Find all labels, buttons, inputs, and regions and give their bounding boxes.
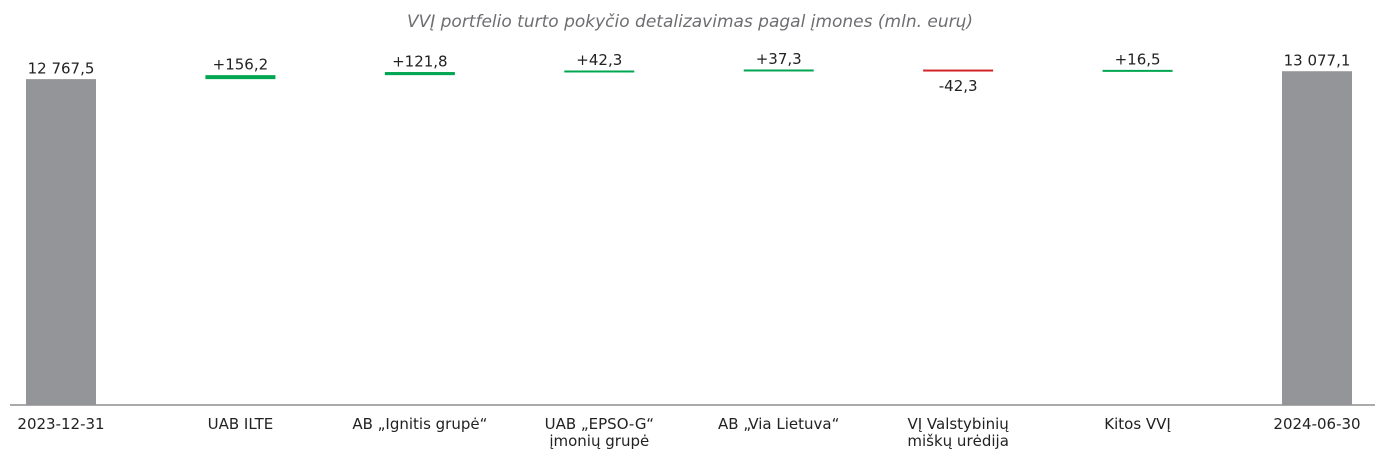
bar (1102, 69, 1173, 72)
x-tick-label: Kitos VVĮ (1104, 415, 1171, 433)
bar (923, 69, 994, 72)
bar (205, 75, 276, 80)
value-label: -42,3 (939, 77, 978, 95)
bar (26, 79, 96, 405)
value-label: 13 077,1 (1284, 52, 1351, 70)
value-label: +156,2 (213, 56, 269, 74)
value-label: +37,3 (756, 50, 802, 68)
bar (743, 69, 814, 72)
x-tick-label: AB „Ignitis grupė“ (352, 415, 488, 433)
chart-title: VVĮ portfelio turto pokyčio detalizavima… (407, 12, 973, 32)
x-tick-label: AB „Via Lietuva“ (718, 415, 840, 433)
x-tick-label: 2024-06-30 (1273, 415, 1361, 433)
x-tick-label: 2023-12-31 (17, 415, 105, 433)
bar (384, 72, 455, 76)
value-label: +42,3 (576, 51, 622, 69)
x-tick-label: UAB ILTE (207, 415, 274, 433)
x-tick-label: VĮ Valstybinių miškų urėdija (907, 415, 1009, 450)
bar (1282, 71, 1352, 406)
value-label: 12 767,5 (28, 60, 95, 78)
value-label: +16,5 (1115, 50, 1161, 68)
value-label: +121,8 (392, 53, 448, 71)
bar (564, 70, 635, 73)
x-tick-label: UAB „EPSO-G“ įmonių grupė (544, 415, 654, 450)
